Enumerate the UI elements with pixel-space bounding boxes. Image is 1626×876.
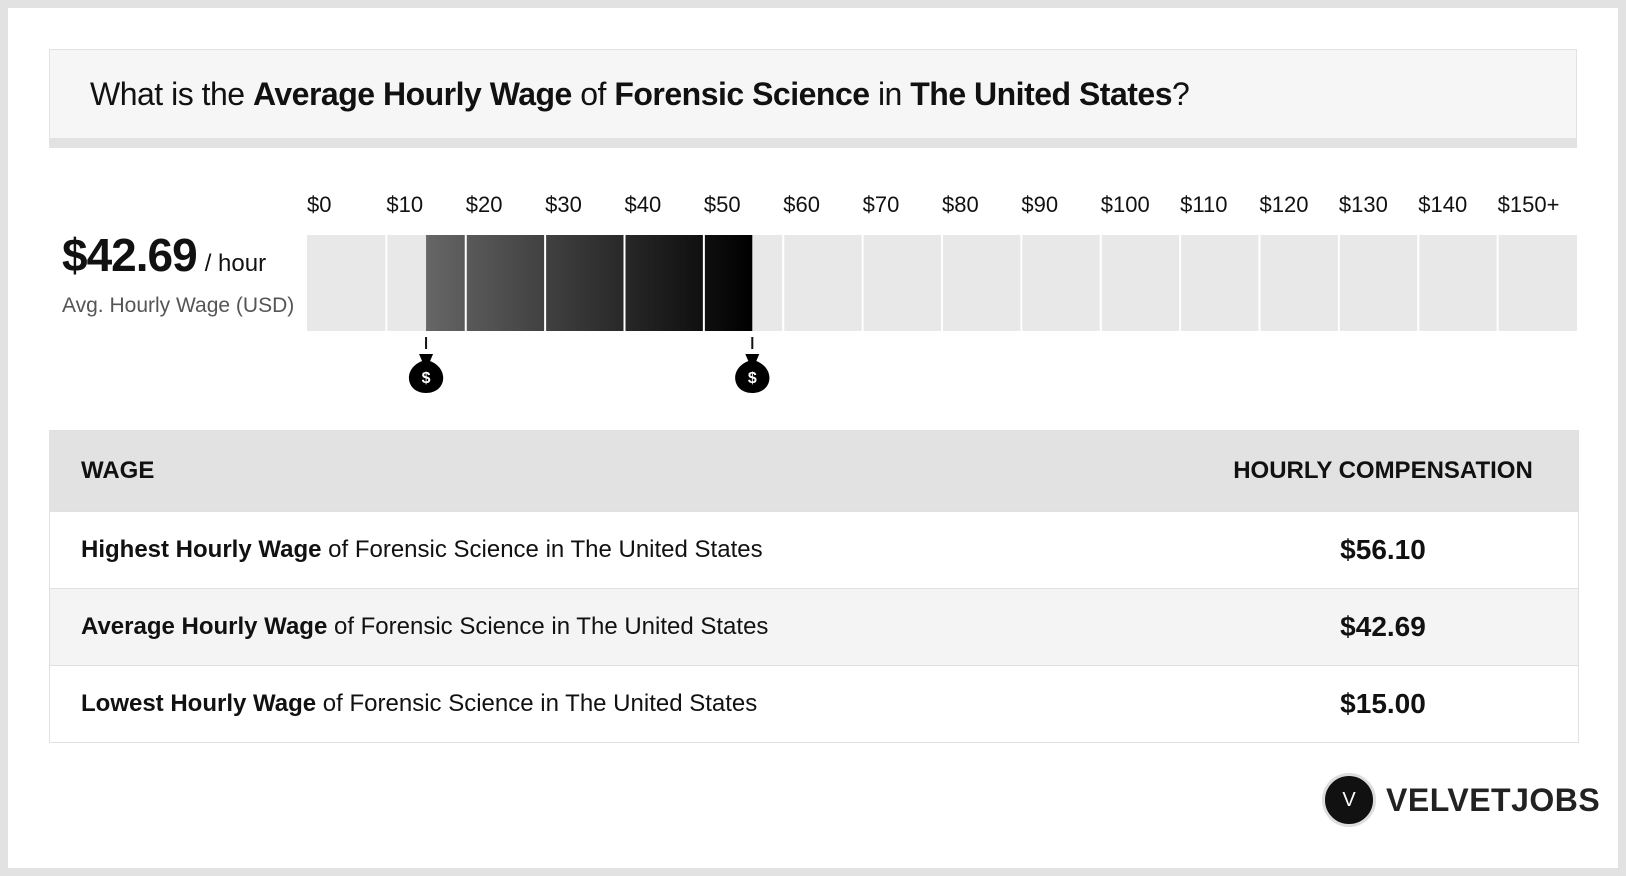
tick-label: $130 — [1339, 192, 1388, 217]
scale-cell — [1180, 235, 1260, 331]
tick-label: $80 — [942, 192, 979, 217]
tick-label: $0 — [307, 192, 331, 217]
scale-cell — [783, 235, 863, 331]
table-header: WAGE HOURLY COMPENSATION — [50, 431, 1578, 511]
title-part: The United States — [910, 75, 1172, 112]
logo-text: VELVETJOBS — [1386, 781, 1601, 818]
tick-label: $60 — [783, 192, 820, 217]
scale-cell — [1021, 235, 1101, 331]
wage-table: WAGE HOURLY COMPENSATION Highest Hourly … — [49, 430, 1579, 743]
caption: Avg. Hourly Wage (USD) — [62, 294, 295, 317]
logo: V VELVETJOBS — [1322, 773, 1600, 827]
average-value: $42.69 — [62, 229, 198, 281]
row-label: Highest Hourly Wage of Forensic Science … — [50, 536, 1233, 564]
tick-label: $110 — [1180, 192, 1227, 217]
title-part: Forensic Science — [614, 75, 870, 112]
table-row: Average Hourly Wage of Forensic Science … — [50, 588, 1578, 665]
table-row: Lowest Hourly Wage of Forensic Science i… — [50, 665, 1578, 742]
title: What is the Average Hourly Wage of Foren… — [90, 75, 1190, 113]
tick-label: $150+ — [1498, 192, 1560, 217]
row-label-bold: Lowest Hourly Wage — [81, 690, 317, 717]
logo-mark: V — [1322, 773, 1376, 827]
row-value: $15.00 — [1340, 688, 1426, 719]
money-bag — [408, 354, 444, 393]
title-box: What is the Average Hourly Wage of Foren… — [49, 49, 1577, 148]
title-part: ? — [1172, 75, 1190, 112]
row-value: $56.10 — [1340, 534, 1426, 565]
title-part: What is the — [90, 75, 253, 112]
row-label: Average Hourly Wage of Forensic Science … — [50, 613, 1233, 641]
tick-label: $30 — [545, 192, 582, 217]
tick-label: $70 — [863, 192, 900, 217]
title-part: Average Hourly Wage — [252, 75, 572, 112]
scale-cell — [1418, 235, 1498, 331]
money-bag-sign: $ — [748, 370, 757, 387]
row-label: Lowest Hourly Wage of Forensic Science i… — [50, 690, 1233, 718]
wage-scale: $0 $10 $20 $30 $40 $50 $60 $70 $80 $90 $100 $110 $12… — [307, 192, 1577, 393]
row-label-bold: Average Hourly Wage — [81, 613, 328, 640]
money-bag — [735, 354, 770, 393]
tick-label: $10 — [386, 192, 423, 217]
scale-cell — [862, 235, 942, 331]
tick-label: $20 — [466, 192, 503, 217]
money-bag-sign: $ — [422, 370, 431, 387]
wage-range — [426, 235, 753, 331]
row-label-rest: of Forensic Science in The United States — [316, 690, 758, 717]
row-label-rest: of Forensic Science in The United States — [321, 536, 763, 563]
title-part: in — [869, 75, 911, 112]
row-label-rest: of Forensic Science in The United States — [327, 613, 769, 640]
tick-label: $90 — [1021, 192, 1058, 217]
header-cell: WAGE — [81, 457, 155, 484]
scale-cell — [307, 235, 387, 331]
scale-cell — [942, 235, 1022, 331]
scale-cell — [1338, 235, 1419, 331]
tick-label: $40 — [625, 192, 662, 217]
title-part: of — [571, 75, 615, 112]
summary: $42.69/ hour Avg. Hourly Wage (USD) — [62, 228, 294, 318]
header-cell: HOURLY COMPENSATION — [1233, 457, 1533, 484]
tick-label: $120 — [1260, 192, 1309, 217]
unit: / hour — [204, 250, 267, 277]
tick-label: $100 — [1101, 192, 1150, 217]
tick-label: $140 — [1418, 192, 1467, 217]
table-row: Highest Hourly Wage of Forensic Science … — [50, 511, 1578, 588]
row-label-bold: Highest Hourly Wage — [81, 536, 322, 563]
row-value: $42.69 — [1340, 611, 1426, 642]
tick-label: $50 — [704, 192, 741, 217]
scale-cell — [1100, 235, 1181, 331]
scale-cell — [1497, 235, 1577, 331]
scale-cell — [1259, 235, 1339, 331]
